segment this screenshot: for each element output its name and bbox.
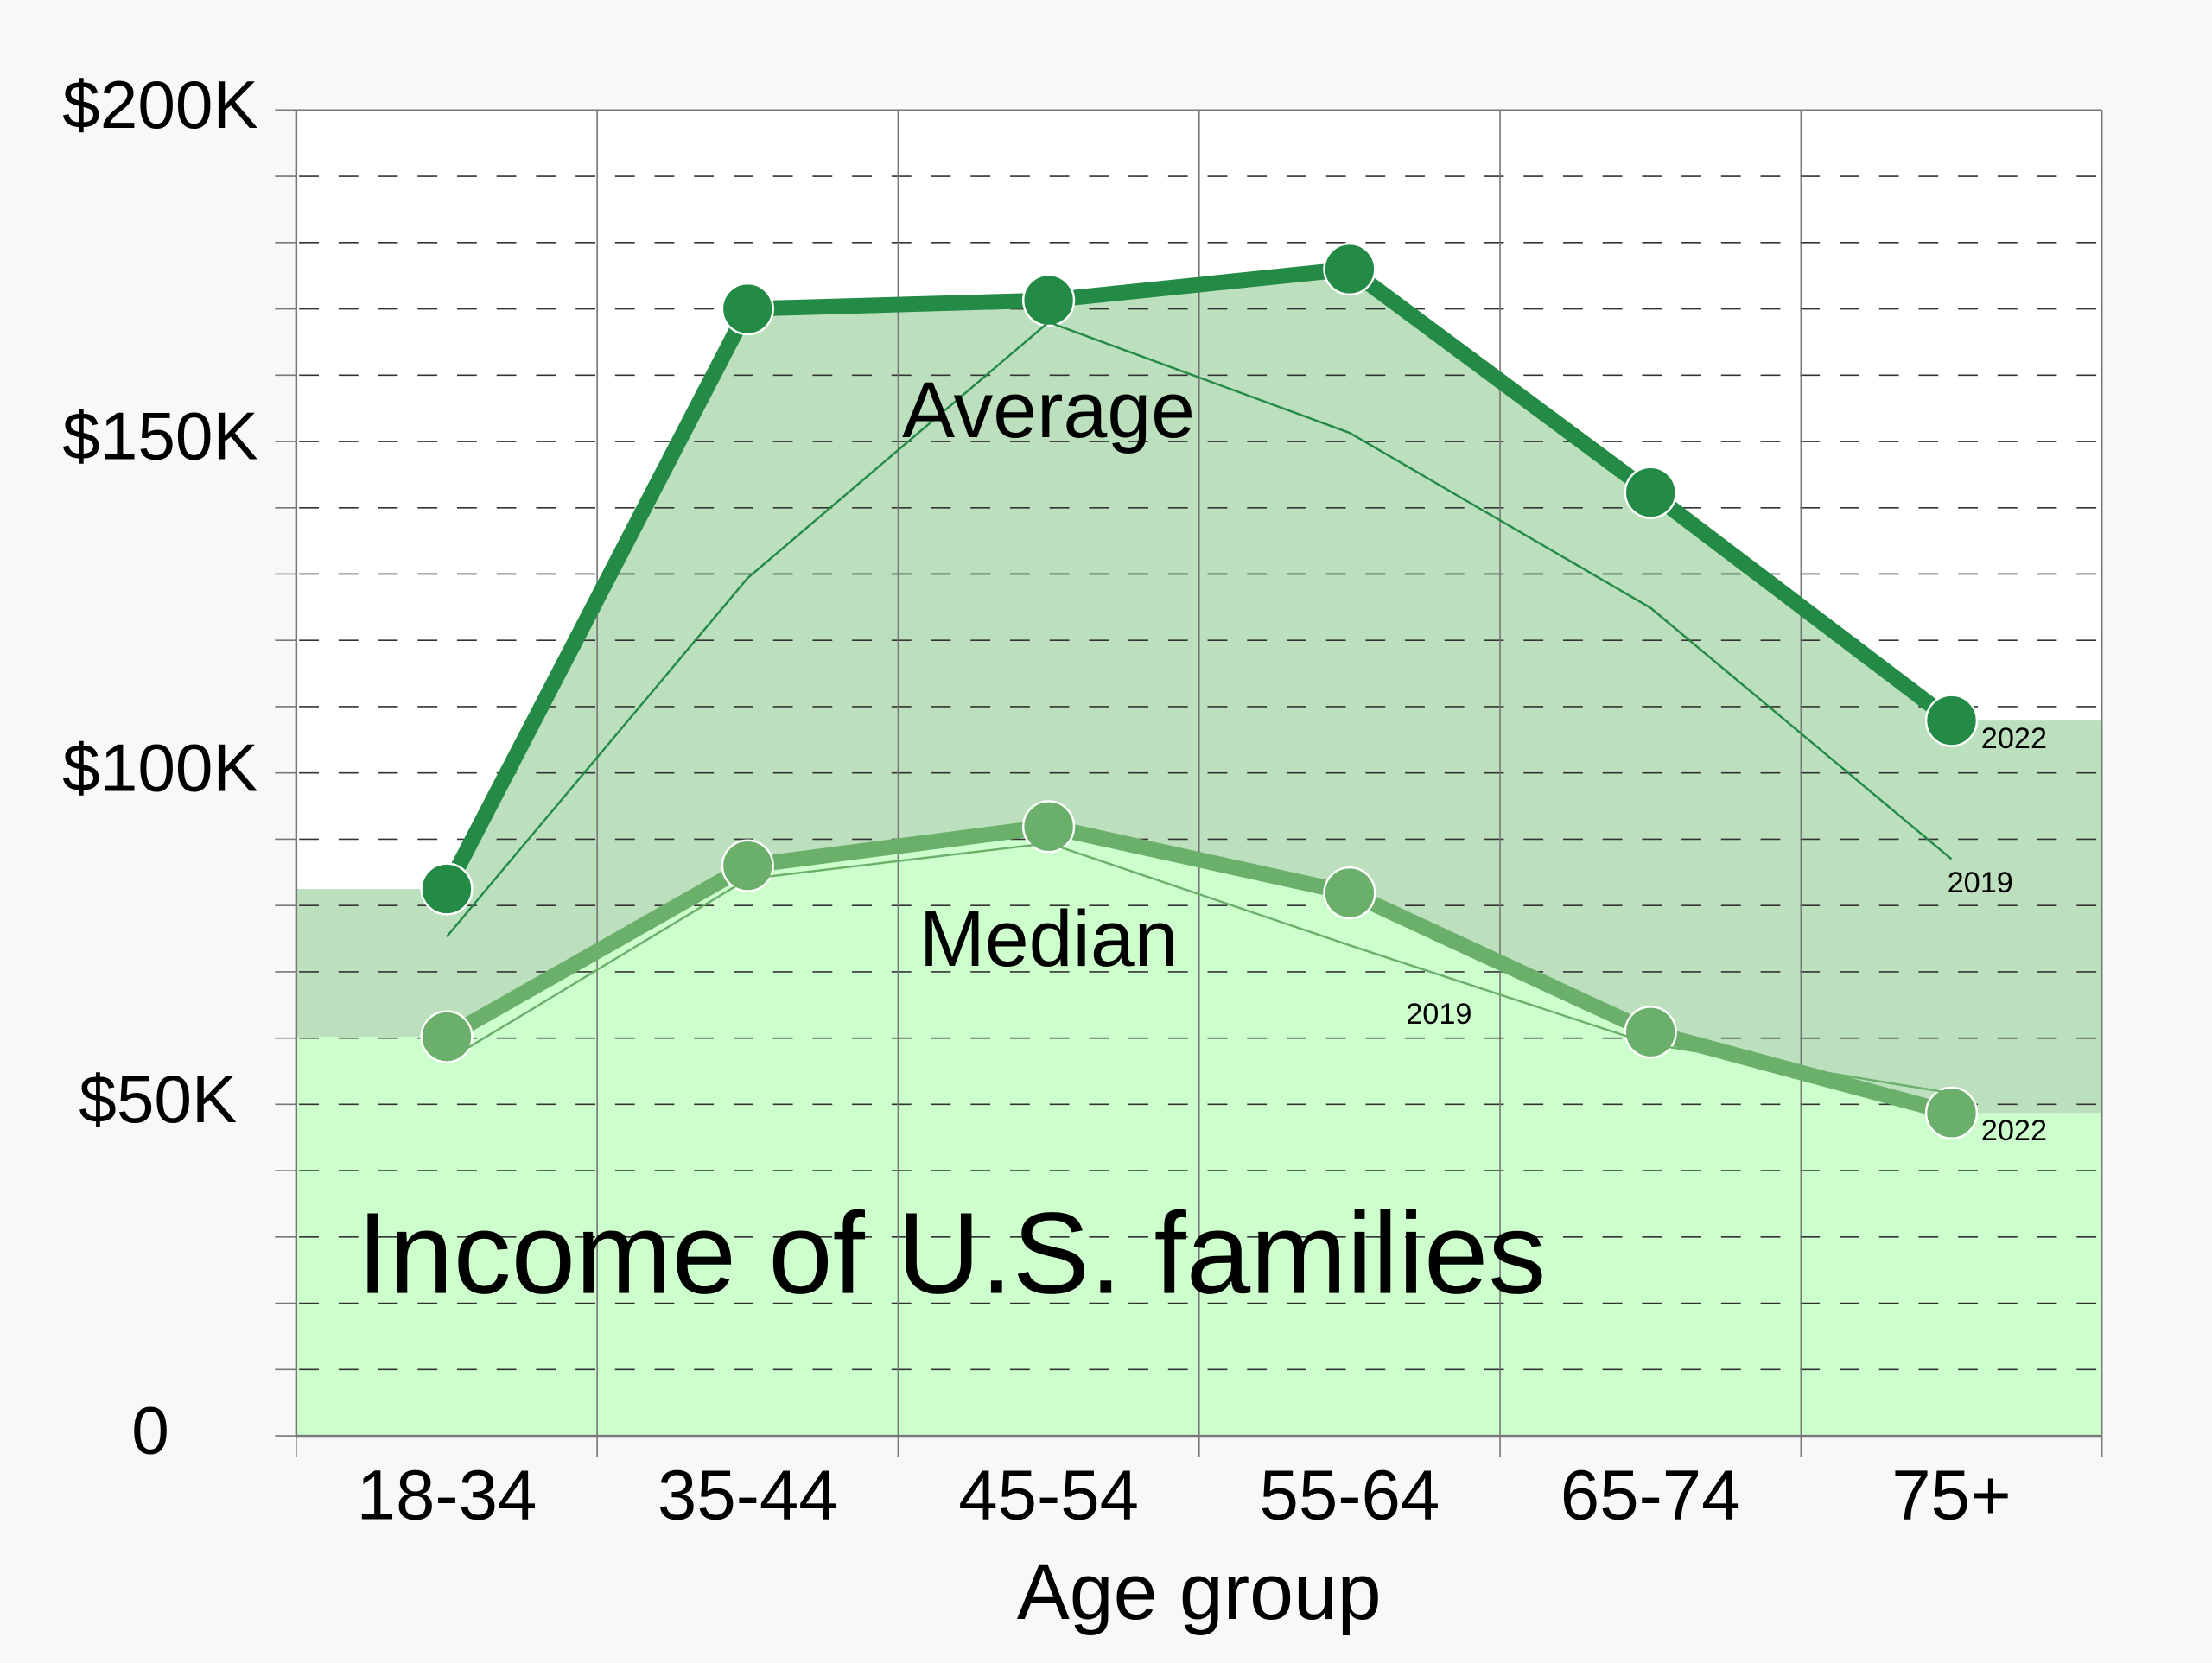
y-tick-label: $100K bbox=[62, 729, 258, 805]
x-tick-label: 55-64 bbox=[1260, 1457, 1440, 1535]
data-point bbox=[420, 1010, 474, 1063]
year-label: 2022 bbox=[1981, 1114, 2047, 1147]
x-tick-label: 18-34 bbox=[357, 1457, 537, 1535]
year-label: 2022 bbox=[1981, 722, 2047, 755]
y-tick-label: 0 bbox=[131, 1393, 169, 1469]
data-point bbox=[1021, 800, 1076, 854]
y-tick-label: $150K bbox=[62, 398, 258, 474]
data-point bbox=[1624, 466, 1677, 519]
series-label: Average bbox=[902, 366, 1195, 454]
series-line-previous bbox=[446, 841, 1952, 1095]
series-label: Median bbox=[919, 895, 1179, 983]
data-point bbox=[1924, 1086, 1979, 1139]
x-axis-title: Age group bbox=[1017, 1548, 1382, 1636]
x-tick-label: 35-44 bbox=[658, 1457, 838, 1535]
y-tick-label: $50K bbox=[79, 1061, 237, 1137]
series-line-previous bbox=[446, 321, 1953, 938]
data-point bbox=[1323, 242, 1376, 296]
x-tick-label: 65-74 bbox=[1560, 1457, 1741, 1535]
series-line bbox=[442, 818, 1954, 1121]
chart-title: Income of U.S. families bbox=[357, 1190, 1546, 1318]
data-point bbox=[721, 282, 774, 336]
data-point bbox=[420, 862, 474, 916]
x-tick-label: 45-54 bbox=[958, 1457, 1139, 1535]
x-tick-label: 75+ bbox=[1891, 1457, 2011, 1535]
data-point bbox=[1021, 273, 1076, 327]
data-point bbox=[1624, 1006, 1677, 1059]
data-point bbox=[1924, 694, 1979, 747]
y-tick-label: $200K bbox=[62, 67, 258, 143]
data-point bbox=[721, 839, 774, 892]
year-label: 2019 bbox=[1406, 998, 1471, 1031]
year-label: 2019 bbox=[1948, 866, 2013, 899]
series-line bbox=[440, 261, 1956, 893]
data-point bbox=[1323, 866, 1376, 920]
